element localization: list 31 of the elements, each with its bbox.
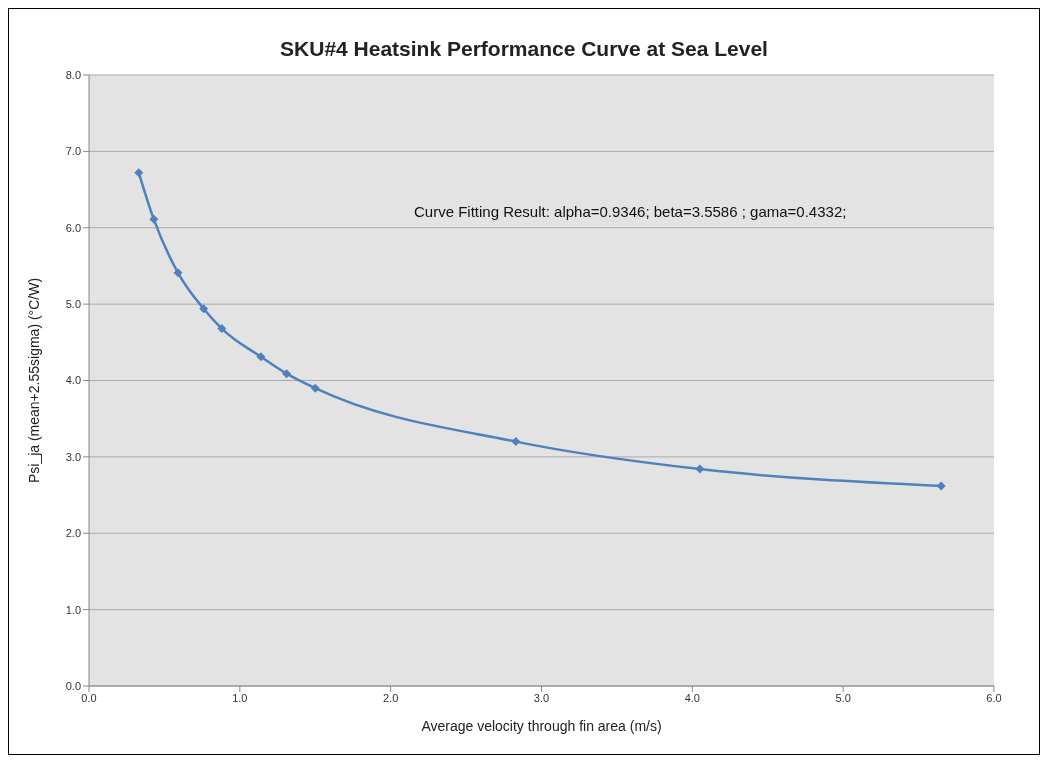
point — [511, 437, 521, 447]
x-tick-label: 6.0 — [986, 691, 1002, 704]
y-axis-title: Psi_ja (mean+2.55sigma) (°C/W) — [25, 277, 42, 484]
y-tick-label: 8.0 — [65, 68, 81, 81]
annotation: Curve Fitting Result: alpha=0.9346; beta=3.5586 ; gama=0.4332; — [414, 203, 847, 220]
point — [199, 304, 209, 314]
x-axis-title: Average velocity through fin area (m/s) — [421, 718, 662, 734]
point — [282, 369, 292, 379]
x-tick-label: 2.0 — [383, 691, 399, 704]
point — [256, 352, 266, 362]
point — [217, 324, 227, 334]
chart-title: SKU#4 Heatsink Performance Curve at Sea Level — [279, 37, 769, 61]
y-tick-label: 2.0 — [65, 527, 81, 540]
x-tick-label: 1.0 — [232, 691, 248, 704]
y-tick-label: 1.0 — [65, 603, 81, 616]
y-tick-label: 6.0 — [65, 221, 81, 234]
x-tick-label: 5.0 — [835, 691, 851, 704]
x-tick-label: 3.0 — [533, 691, 550, 704]
y-tick-label: 3.0 — [65, 450, 81, 463]
x-tick-label: 0.0 — [81, 691, 97, 704]
point — [134, 168, 144, 178]
y-tick-label: 4.0 — [65, 374, 81, 387]
x-tick-label: 4.0 — [684, 691, 700, 704]
point — [695, 464, 705, 474]
point — [149, 214, 159, 224]
point — [936, 481, 946, 491]
point — [173, 268, 183, 278]
y-tick-label: 0.0 — [65, 679, 81, 692]
point — [310, 383, 320, 393]
y-tick-label: 7.0 — [65, 145, 81, 158]
y-tick-label: 5.0 — [65, 298, 81, 311]
